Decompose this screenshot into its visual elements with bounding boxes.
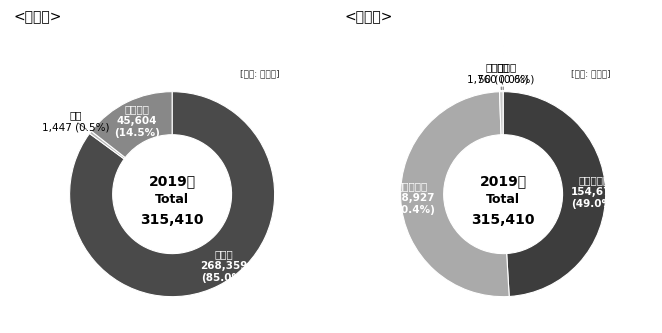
Text: 교육훈련비
1,760 (0.6%): 교육훈련비 1,760 (0.6%): [467, 62, 535, 90]
Text: <기관별>: <기관별>: [13, 10, 62, 24]
Text: 기타
50 (0.0%): 기타 50 (0.0%): [478, 62, 528, 90]
Text: 대학
1,447 (0.5%): 대학 1,447 (0.5%): [42, 110, 109, 132]
Wedge shape: [70, 92, 275, 297]
Text: 사설투자비
158,927
(50.4%): 사설투자비 158,927 (50.4%): [388, 181, 436, 215]
Text: 315,410: 315,410: [140, 213, 204, 227]
Wedge shape: [91, 92, 172, 158]
Text: Total: Total: [155, 193, 189, 206]
Text: 기업체
268,359
(85.0%): 기업체 268,359 (85.0%): [201, 249, 248, 283]
Text: 2019년: 2019년: [148, 174, 196, 188]
Text: Total: Total: [486, 193, 520, 206]
Text: [단위: 백만원]: [단위: 백만원]: [571, 69, 611, 78]
Text: 연구개발비
154,673
(49.0%): 연구개발비 154,673 (49.0%): [571, 175, 618, 209]
Wedge shape: [503, 92, 606, 296]
Text: 2019년: 2019년: [479, 174, 527, 188]
Text: <분야별>: <분야별>: [344, 10, 393, 24]
Wedge shape: [500, 92, 503, 135]
Text: [단위: 백만원]: [단위: 백만원]: [240, 69, 280, 78]
Wedge shape: [401, 92, 509, 297]
Text: 315,410: 315,410: [471, 213, 535, 227]
Wedge shape: [89, 131, 125, 159]
Text: 연구기관
45,604
(14.5%): 연구기관 45,604 (14.5%): [114, 105, 160, 139]
